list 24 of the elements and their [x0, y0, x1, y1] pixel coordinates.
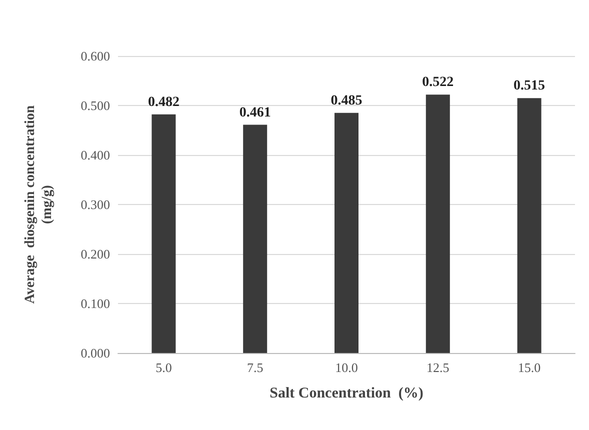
data-label: 0.461: [239, 105, 271, 120]
data-label: 0.522: [422, 75, 454, 90]
data-label: 0.482: [148, 94, 180, 110]
y-axis-title: Average diosgenin concentration (mg/g): [23, 105, 55, 304]
bar: [334, 112, 358, 353]
bar: [152, 114, 176, 353]
y-tick-label: 0.100: [80, 296, 110, 311]
x-tick-label: 12.5: [426, 360, 450, 375]
bar: [426, 94, 450, 353]
y-tick-label: 0.300: [80, 197, 110, 212]
data-label: 0.515: [514, 78, 546, 94]
y-tick-label: 0.500: [80, 98, 110, 113]
bar: [243, 124, 268, 353]
x-tick-label: 15.0: [518, 360, 541, 375]
data-label: 0.485: [330, 93, 362, 108]
bar: [517, 98, 542, 353]
x-tick-label: 7.5: [246, 360, 264, 375]
y-tick-label: 0.200: [80, 246, 110, 262]
x-tick-label: 5.0: [156, 360, 172, 375]
x-axis-title: Salt Concentration (%): [270, 386, 424, 402]
y-tick-label: 0.600: [80, 48, 110, 64]
y-tick-label: 0.000: [80, 346, 110, 360]
y-tick-label: 0.400: [80, 148, 110, 162]
x-tick-label: 10.0: [335, 360, 358, 375]
